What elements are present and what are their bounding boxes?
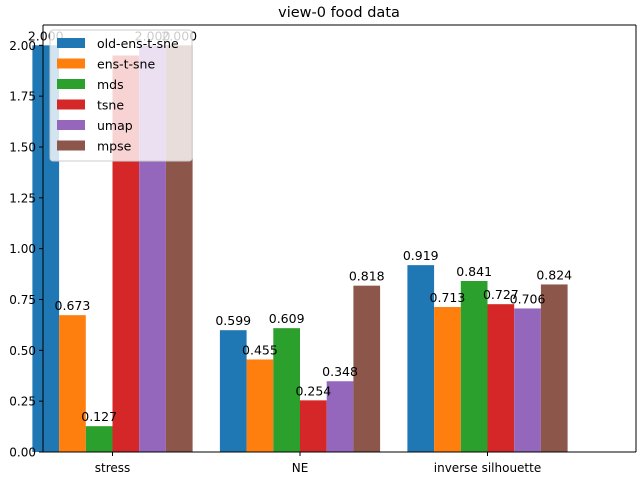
x-tick-label: inverse silhouette [434,461,541,475]
legend-swatch [57,79,85,89]
bar [540,284,568,452]
data-label: 0.609 [269,311,305,326]
data-label: 0.673 [55,298,91,313]
data-label: 0.348 [322,364,358,379]
legend-label: ens-t-sne [97,57,155,72]
y-tick-label: 1.75 [9,90,36,104]
axes: 0.00 0.25 0.50 0.75 1.00 1.25 1.50 1.75 2.00 stre… [9,24,637,475]
data-label: 0.824 [536,267,572,282]
y-tick-label: 0.00 [9,446,36,460]
bar [407,265,435,452]
legend-swatch [57,99,85,110]
y-tick-label: 1.50 [9,141,36,155]
legend-swatch [57,38,85,48]
y-tick-label: 0.75 [9,293,36,307]
bar [59,315,86,452]
legend-swatch [57,58,85,69]
x-tick-label: stress [95,461,131,475]
legend-label: mpse [97,139,132,154]
x-tick-label: NE [292,461,309,475]
data-label: 0.713 [430,290,466,305]
bar [273,328,300,452]
legend-label: umap [97,118,133,133]
plot-area: 0.00 0.25 0.50 0.75 1.00 1.25 1.50 1.75 2.00 stre… [9,24,637,475]
y-tick-label: 1.25 [9,191,36,205]
legend-box [49,29,193,162]
bar [353,285,381,452]
bar [487,304,515,452]
bar [460,281,488,452]
y-tick-label: 0.25 [9,395,36,409]
data-label: 0.127 [81,409,117,424]
data-label: 0.254 [295,383,331,398]
bar [434,307,461,452]
legend-swatch [57,120,85,130]
data-label: 0.841 [456,264,492,279]
bar [85,426,113,452]
legend-label: old-ens-t-sne [97,36,179,51]
y-tick-label: 2.00 [9,39,36,53]
data-label: 0.919 [403,248,439,263]
legend: old-ens-t-sne ens-t-sne mds tsne umap mpse [49,29,193,162]
data-label: 0.706 [510,291,546,306]
data-label: 0.727 [483,287,519,302]
data-label: 0.599 [215,313,251,328]
data-label: 0.818 [349,269,385,284]
bar [219,330,247,452]
bar [514,308,541,452]
bar [246,359,274,452]
y-tick-label: 0.50 [9,344,36,358]
chart-title: view-0 food data [278,5,400,21]
legend-label: tsne [97,98,124,113]
legend-label: mds [97,77,124,92]
bars-group [32,45,568,452]
data-label: 0.455 [242,342,278,357]
y-tick-label: 1.00 [9,242,36,256]
bar [300,400,327,452]
legend-swatch [57,140,85,151]
bar [326,381,354,452]
